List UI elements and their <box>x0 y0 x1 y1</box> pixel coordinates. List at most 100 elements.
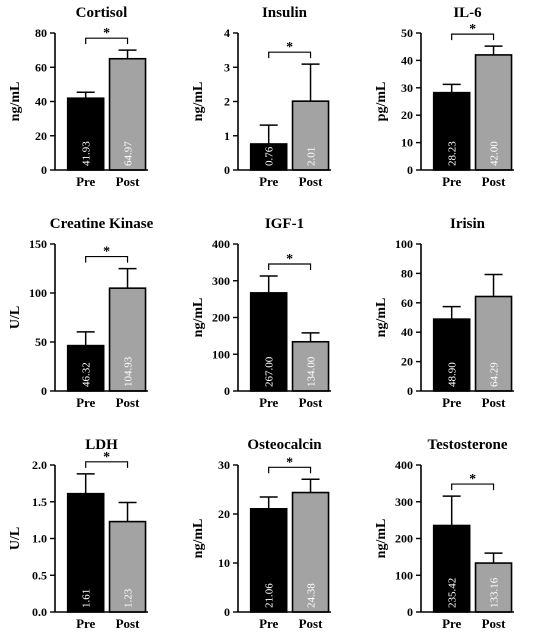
significance-marker: * <box>103 26 110 41</box>
y-tick-label: 40 <box>35 95 47 109</box>
y-axis-label: ng/mL <box>374 298 389 338</box>
y-axis-label: ng/mL <box>374 519 389 559</box>
bar-post <box>474 54 513 171</box>
significance-marker: * <box>286 40 293 55</box>
significance-bracket <box>268 263 312 270</box>
chart-title: IL-6 <box>453 5 482 21</box>
y-tick-label: 1.0 <box>32 532 47 546</box>
bar-value-label: 133.16 <box>489 577 501 608</box>
y-tick-label: 0 <box>224 605 230 619</box>
significance-bracket <box>85 461 129 468</box>
bar-value-label: 235.42 <box>447 578 459 608</box>
chart-il-6: IL-6 pg/mL 0 10 20 30 40 50 28.23 Pre 42.00 Post * <box>374 5 514 189</box>
y-axis-label: U/L <box>8 527 23 550</box>
y-tick-label: 300 <box>212 274 230 288</box>
chart-title: IGF-1 <box>265 216 304 232</box>
bar-value-label: 21.06 <box>264 583 276 608</box>
x-tick-label: Post <box>299 616 324 631</box>
bar-value-label: 24.38 <box>306 583 318 608</box>
y-tick-label: 4 <box>224 26 230 40</box>
chart-title: LDH <box>85 437 118 453</box>
y-tick-label: 50 <box>401 26 413 40</box>
x-tick-label: Pre <box>76 174 95 189</box>
y-tick-label: 20 <box>218 507 230 521</box>
significance-marker: * <box>469 22 476 37</box>
x-tick-label: Post <box>116 174 141 189</box>
chart-title: Creatine Kinase <box>50 216 154 232</box>
y-tick-label: 100 <box>395 237 413 251</box>
x-tick-label: Pre <box>442 395 461 410</box>
chart-irisin: Irisin ng/mL 0 20 40 60 80 100 48.90 Pre 64.29 Post <box>374 216 514 410</box>
bar-pre <box>249 292 288 392</box>
x-tick-label: Post <box>482 395 507 410</box>
y-tick-label: 400 <box>395 458 413 472</box>
bar-pre <box>249 508 288 613</box>
y-axis-label: ng/mL <box>191 82 206 122</box>
y-tick-label: 10 <box>401 136 413 150</box>
y-tick-label: 60 <box>401 296 413 310</box>
y-axis-label: ng/mL <box>191 519 206 559</box>
bar-value-label: 104.93 <box>123 356 135 387</box>
x-tick-label: Pre <box>259 174 278 189</box>
x-tick-label: Pre <box>76 395 95 410</box>
chart-testosterone: Testosterone ng/mL 0 100 200 300 400 235.42 Pre 1… <box>374 437 514 631</box>
significance-bracket <box>85 255 129 263</box>
bar-pre <box>66 344 105 392</box>
y-tick-label: 30 <box>401 81 413 95</box>
bar-value-label: 1.23 <box>123 588 135 608</box>
y-axis-label: ng/mL <box>191 298 206 338</box>
y-tick-label: 0 <box>41 163 47 177</box>
y-tick-label: 200 <box>395 532 413 546</box>
y-axis-label: U/L <box>8 306 23 329</box>
y-tick-label: 40 <box>401 325 413 339</box>
chart-igf-1: IGF-1 ng/mL 0 100 200 300 400 267.00 Pre 134.00 Po… <box>191 216 331 410</box>
chart-cortisol: Cortisol ng/mL 0 20 40 60 80 41.93 Pre 64.97 Post * <box>8 5 148 189</box>
y-tick-label: 50 <box>35 335 47 349</box>
significance-bracket <box>451 33 495 41</box>
x-tick-label: Post <box>299 174 324 189</box>
y-tick-label: 60 <box>35 60 47 74</box>
x-tick-label: Post <box>116 616 141 631</box>
y-tick-label: 100 <box>395 568 413 582</box>
bar-value-label: 1.61 <box>81 589 93 608</box>
bar-post <box>474 295 513 392</box>
y-tick-label: 2 <box>224 95 230 109</box>
chart-creatine-kinase: Creatine Kinase U/L 0 50 100 150 46.32 Pre 104.9… <box>8 216 154 410</box>
bar-post <box>291 340 330 392</box>
y-tick-label: 30 <box>218 458 230 472</box>
bar-pre <box>432 318 471 392</box>
chart-ldh: LDH U/L 0.0 0.5 1.0 1.5 2.0 1.61 Pre 1.23 Post * <box>8 437 148 631</box>
chart-title: Irisin <box>450 216 486 232</box>
bar-value-label: 64.97 <box>123 141 135 166</box>
y-tick-label: 200 <box>212 311 230 325</box>
x-tick-label: Pre <box>442 174 461 189</box>
bar-value-label: 134.00 <box>306 356 318 387</box>
significance-marker: * <box>103 245 110 260</box>
significance-bracket <box>451 483 495 491</box>
y-tick-label: 20 <box>401 108 413 122</box>
y-tick-label: 400 <box>212 237 230 251</box>
significance-marker: * <box>286 455 293 470</box>
y-tick-label: 3 <box>224 60 230 74</box>
x-tick-label: Post <box>482 174 507 189</box>
significance-marker: * <box>103 450 110 465</box>
y-tick-label: 0 <box>224 384 230 398</box>
bar-value-label: 41.93 <box>81 141 93 166</box>
y-axis-label: ng/mL <box>8 82 23 122</box>
y-tick-label: 0 <box>407 605 413 619</box>
bar-value-label: 64.29 <box>489 362 501 387</box>
y-tick-label: 10 <box>218 556 230 570</box>
y-tick-label: 20 <box>401 355 413 369</box>
y-tick-label: 150 <box>29 237 47 251</box>
x-tick-label: Pre <box>442 616 461 631</box>
x-tick-label: Post <box>116 395 141 410</box>
chart-title: Osteocalcin <box>247 437 322 453</box>
y-tick-label: 0.0 <box>32 605 47 619</box>
bar-post <box>291 100 330 171</box>
chart-title: Insulin <box>262 5 308 21</box>
y-tick-label: 20 <box>35 129 47 143</box>
x-tick-label: Post <box>482 616 507 631</box>
x-tick-label: Pre <box>259 395 278 410</box>
y-tick-label: 40 <box>401 53 413 67</box>
